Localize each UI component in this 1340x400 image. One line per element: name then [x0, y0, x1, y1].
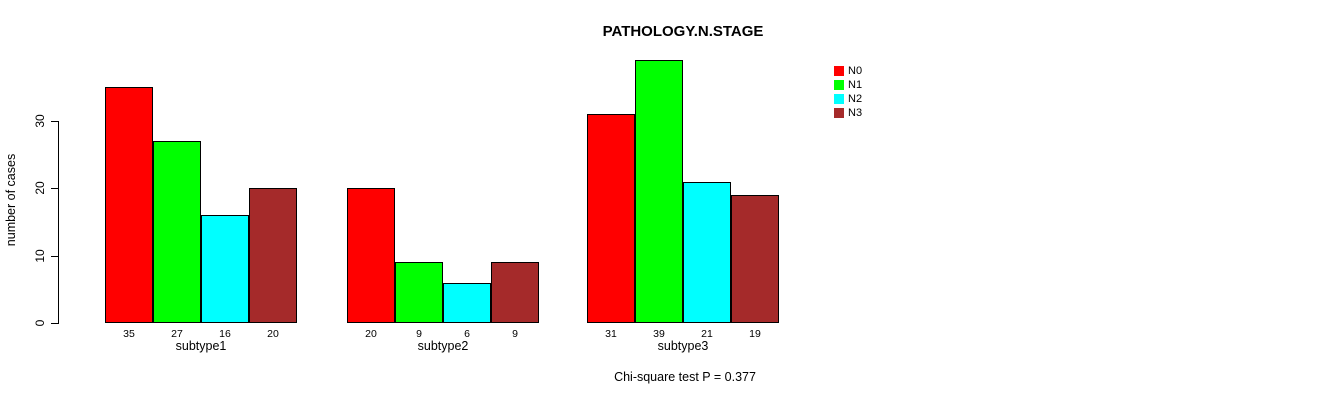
y-tick-label: 10: [33, 248, 47, 263]
chi-square-annotation: Chi-square test P = 0.377: [614, 370, 756, 384]
bar-value-label: 9: [512, 328, 518, 340]
legend-label-N0: N0: [848, 65, 863, 77]
bar-value-label: 9: [416, 328, 422, 340]
bar-N3-subtype1: [249, 188, 297, 323]
bar-N1-subtype2: [395, 262, 443, 323]
bar-N3-subtype2: [491, 262, 539, 323]
legend-swatch-N0: [834, 66, 844, 76]
x-category-label: subtype3: [657, 339, 709, 353]
y-axis-tick: [51, 323, 58, 324]
x-category-label: subtype1: [175, 339, 227, 353]
bar-value-label: 35: [123, 328, 135, 340]
bar-value-label: 19: [749, 328, 761, 340]
y-axis-tick: [51, 188, 58, 190]
y-axis-label: number of cases: [4, 153, 18, 247]
y-tick-label: 30: [33, 114, 47, 128]
bar-value-label: 6: [464, 328, 470, 340]
bar-N0-subtype1: [105, 87, 153, 323]
bar-N2-subtype1: [201, 215, 249, 323]
bar-value-label: 16: [219, 328, 231, 340]
y-tick-label: 20: [33, 181, 47, 196]
bar-N1-subtype1: [153, 141, 201, 323]
y-axis-line: [58, 121, 59, 324]
legend-swatch-N3: [834, 108, 844, 118]
bar-value-label: 31: [605, 328, 617, 340]
x-category-label: subtype2: [417, 339, 469, 353]
bar-value-label: 20: [267, 328, 279, 340]
bar-N1-subtype3: [635, 60, 683, 323]
bar-value-label: 21: [701, 328, 713, 340]
bar-N0-subtype3: [587, 114, 635, 323]
legend-swatch-N1: [834, 80, 844, 90]
bar-N0-subtype2: [347, 188, 395, 323]
legend-label-N1: N1: [848, 79, 863, 91]
bar-N2-subtype3: [683, 181, 731, 323]
y-axis-tick: [51, 255, 58, 257]
bar-value-label: 39: [653, 328, 665, 340]
legend-label-N3: N3: [848, 107, 863, 119]
bar-N3-subtype3: [731, 195, 779, 323]
bar-N2-subtype2: [443, 282, 491, 323]
bar-value-label: 20: [365, 328, 377, 340]
legend-label-N2: N2: [848, 93, 863, 105]
legend-swatch-N2: [834, 94, 844, 104]
y-tick-label: 0: [33, 319, 47, 327]
chart-title: PATHOLOGY.N.STAGE: [602, 23, 764, 40]
y-axis-tick: [51, 121, 58, 122]
bar-value-label: 27: [171, 328, 183, 340]
